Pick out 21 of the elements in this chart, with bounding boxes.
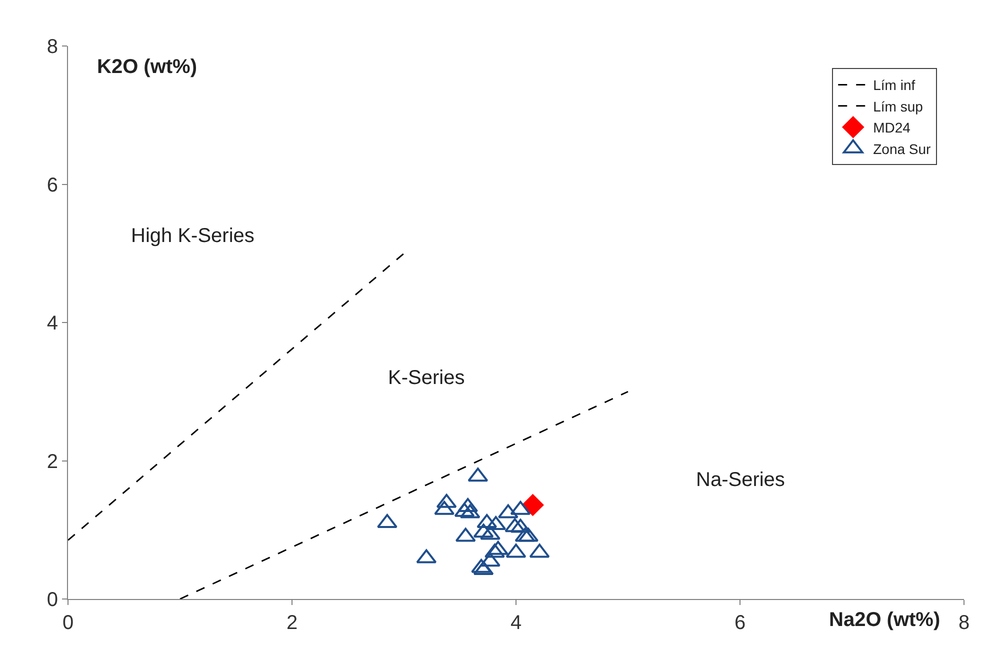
legend-label: Zona Sur: [873, 140, 932, 157]
y-tick-label: 4: [46, 312, 58, 334]
point: [480, 552, 500, 567]
x-tick-label: 0: [62, 612, 74, 634]
y-tick-label: 6: [46, 174, 58, 196]
y-tick-label: 8: [46, 36, 58, 58]
y-tick-label: 0: [46, 589, 58, 611]
annotation: High K-Series: [131, 225, 254, 247]
annotation: Na-Series: [696, 469, 785, 491]
legend-label: MD24: [873, 120, 911, 136]
annotation: K-Series: [388, 367, 465, 389]
legend-label: Lím sup: [873, 98, 924, 114]
x-axis-title: Na2O (wt%): [829, 609, 940, 631]
x-tick-label: 6: [734, 612, 746, 634]
y-tick-label: 2: [46, 450, 58, 473]
y-axis-title: K2O (wt%): [97, 56, 197, 78]
x-tick-label: 2: [286, 612, 298, 634]
point: [480, 526, 500, 540]
legend-label: Lím inf: [873, 77, 916, 94]
x-tick-label: 4: [510, 612, 522, 634]
x-tick-label: 8: [958, 612, 970, 634]
